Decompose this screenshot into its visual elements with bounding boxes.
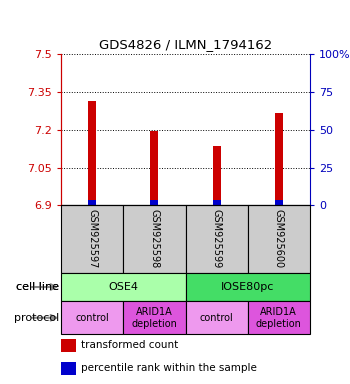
Text: GSM925600: GSM925600: [274, 210, 284, 268]
Bar: [61, 205, 123, 273]
Bar: [212, 146, 220, 205]
Bar: [88, 101, 96, 205]
Text: control: control: [200, 313, 233, 323]
Text: ARID1A
depletion: ARID1A depletion: [132, 307, 177, 329]
Text: cell line: cell line: [16, 282, 59, 292]
Bar: [150, 200, 159, 205]
Bar: [275, 200, 283, 205]
Title: GDS4826 / ILMN_1794162: GDS4826 / ILMN_1794162: [99, 38, 272, 51]
Bar: [150, 131, 159, 205]
Bar: [123, 301, 186, 334]
Text: ARID1A
depletion: ARID1A depletion: [256, 307, 302, 329]
Bar: [275, 113, 283, 205]
Bar: [186, 205, 248, 273]
Bar: [186, 301, 248, 334]
Text: cell line: cell line: [16, 282, 59, 292]
Bar: [61, 362, 76, 375]
Bar: [212, 200, 220, 205]
Text: OSE4: OSE4: [108, 282, 138, 292]
Bar: [61, 273, 186, 301]
Text: control: control: [76, 313, 109, 323]
Text: transformed count: transformed count: [81, 340, 178, 350]
Bar: [61, 301, 123, 334]
Text: GSM925598: GSM925598: [149, 209, 160, 269]
Bar: [61, 339, 76, 352]
Bar: [186, 273, 310, 301]
Text: percentile rank within the sample: percentile rank within the sample: [81, 363, 257, 373]
Bar: [123, 205, 186, 273]
Text: IOSE80pc: IOSE80pc: [221, 282, 274, 292]
Bar: [88, 200, 96, 205]
Text: protocol: protocol: [14, 313, 59, 323]
Text: GSM925599: GSM925599: [211, 209, 222, 269]
Bar: [248, 301, 310, 334]
Text: GSM925597: GSM925597: [87, 209, 97, 269]
Bar: [248, 205, 310, 273]
